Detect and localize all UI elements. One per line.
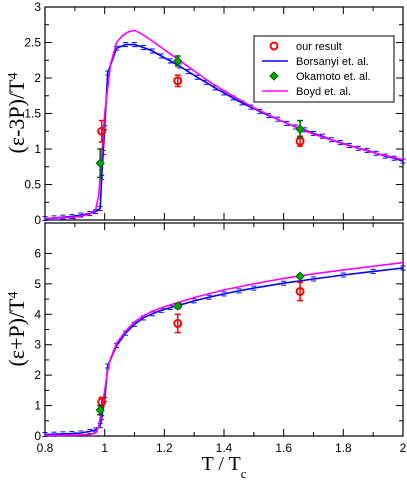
bottom-series-line-boyd-et-al — [44, 261, 404, 437]
legend-label-borsanyi: Borsanyi et. al. — [296, 56, 369, 68]
xtick-label: 2 — [400, 441, 407, 455]
bottom-y-axis-title: (ε+P)/T4 — [4, 291, 29, 366]
xtick-label: 1.4 — [216, 441, 233, 455]
legend-label-boyd: Boyd et. al. — [296, 86, 351, 98]
x-axis-title: T / Tc — [201, 453, 246, 481]
legend-marker-okamoto — [269, 71, 279, 81]
legend-marker-our-result — [269, 41, 279, 51]
bottom-y-axis-title-main: (ε+P)/T — [4, 298, 29, 367]
bottom-ytick-label: 0 — [34, 429, 41, 443]
bottom-y-ticks: 0 1 2 3 4 5 6 — [34, 223, 404, 443]
top-ytick-label: 0.5 — [24, 178, 41, 192]
bottom-point-okamoto-et-al — [173, 301, 183, 311]
bottom-ytick-label: 6 — [34, 246, 41, 260]
top-point-okamoto-et-al — [95, 158, 105, 168]
bottom-ytick-label: 4 — [34, 307, 41, 321]
xtick-label: 1.8 — [335, 441, 352, 455]
bottom-ytick-label: 3 — [34, 338, 41, 352]
top-y-axis-title-sup: 4 — [6, 72, 21, 79]
xtick-label: 1.2 — [156, 441, 173, 455]
top-y-ticks: 0 0.5 1 1.5 2 2.5 3 — [24, 0, 404, 227]
legend-label-okamoto: Okamoto et. al. — [296, 71, 371, 83]
bottom-y-axis-title-sup: 4 — [6, 291, 21, 298]
top-point-okamoto-et-al — [295, 124, 305, 134]
top-ytick-label: 1 — [34, 142, 41, 156]
x-ticks: 0.8 1 1.2 1.4 1.6 1.8 2 — [37, 441, 407, 455]
bottom-point-our-result — [173, 318, 183, 328]
top-ytick-label: 2.5 — [24, 36, 41, 50]
legend-label-our-result: our result — [296, 41, 342, 53]
top-ytick-label: 1.5 — [24, 107, 41, 121]
top-point-okamoto-et-al — [173, 56, 183, 66]
top-ytick-label: 3 — [34, 0, 41, 14]
top-y-axis-title: (ε-3P)/T4 — [4, 72, 29, 153]
bottom-ytick-label: 2 — [34, 368, 41, 382]
bottom-ytick-label: 1 — [34, 399, 41, 413]
x-axis-title-main: T / T — [201, 453, 240, 475]
top-ytick-label: 2 — [34, 71, 41, 85]
bottom-point-okamoto-et-al — [295, 271, 305, 281]
bottom-series-group — [42, 261, 406, 437]
top-point-our-result — [173, 76, 183, 86]
x-axis-title-sub: c — [241, 466, 247, 481]
top-point-our-result — [97, 126, 107, 136]
top-ytick-label: 0 — [34, 213, 41, 227]
top-y-axis-title-main: (ε-3P)/T — [4, 79, 29, 154]
bottom-point-okamoto-et-al — [95, 405, 105, 415]
bottom-point-our-result — [295, 286, 305, 296]
top-series-group — [42, 29, 406, 222]
top-series-line-boyd-et-al — [44, 29, 404, 220]
xtick-label: 0.8 — [37, 441, 54, 455]
legend: our result Borsanyi et. al. Okamoto et. … — [253, 35, 395, 103]
xtick-label: 1.6 — [275, 441, 292, 455]
xtick-label: 1 — [101, 441, 108, 455]
bottom-series-line-borsanyi-et-al — [44, 267, 404, 436]
bottom-ytick-label: 5 — [34, 277, 41, 291]
